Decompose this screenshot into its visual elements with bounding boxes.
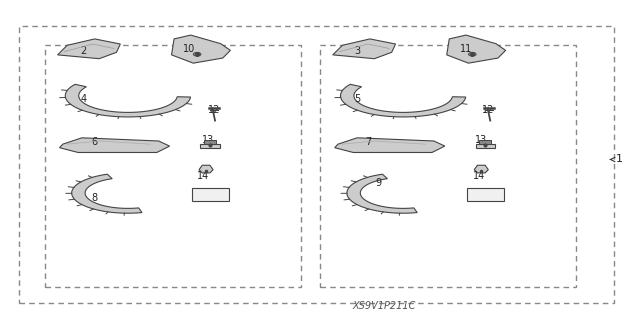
Polygon shape [58, 39, 120, 59]
Text: 14: 14 [472, 171, 485, 181]
Polygon shape [60, 138, 170, 152]
Text: 7: 7 [365, 137, 371, 147]
Polygon shape [72, 174, 142, 213]
Polygon shape [479, 140, 491, 144]
Text: 9: 9 [376, 178, 382, 189]
Text: 3: 3 [354, 46, 360, 56]
Text: 13: 13 [202, 135, 214, 145]
Polygon shape [200, 144, 220, 148]
Text: 14: 14 [197, 171, 210, 181]
Text: 1: 1 [610, 154, 623, 165]
Text: 13: 13 [475, 135, 488, 145]
Text: 8: 8 [92, 193, 98, 203]
Text: 2: 2 [80, 46, 86, 56]
Text: 5: 5 [354, 94, 360, 104]
Polygon shape [172, 35, 230, 63]
Polygon shape [347, 174, 417, 213]
Polygon shape [447, 35, 506, 63]
FancyBboxPatch shape [467, 188, 504, 201]
Circle shape [468, 52, 476, 56]
Text: 4: 4 [80, 94, 86, 104]
Circle shape [193, 52, 201, 56]
Text: 12: 12 [208, 105, 221, 115]
Polygon shape [476, 144, 495, 148]
Polygon shape [335, 138, 445, 152]
Polygon shape [333, 39, 396, 59]
Text: 12: 12 [481, 105, 494, 115]
Text: 10: 10 [182, 44, 195, 55]
Polygon shape [340, 84, 466, 117]
Text: 6: 6 [92, 137, 98, 147]
Text: XS9V1P211C: XS9V1P211C [352, 301, 416, 311]
FancyBboxPatch shape [192, 188, 229, 201]
Polygon shape [65, 84, 191, 117]
Polygon shape [204, 140, 216, 144]
Polygon shape [199, 165, 213, 173]
Polygon shape [474, 165, 488, 173]
Text: 11: 11 [460, 44, 472, 55]
